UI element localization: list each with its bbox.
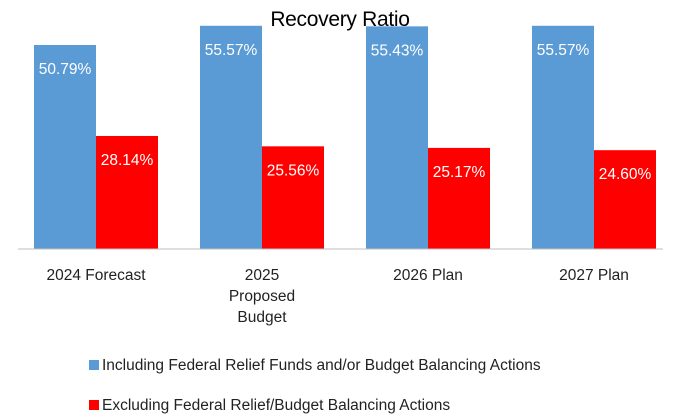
legend-swatch-red xyxy=(89,400,99,410)
legend-label-excluding: Excluding Federal Relief/Budget Balancin… xyxy=(102,397,451,414)
bar-including-2026-plan xyxy=(366,26,428,249)
data-label-including-2024-forecast: 50.79% xyxy=(39,61,92,78)
bar-excluding-2025-proposed-budget xyxy=(262,146,324,249)
legend-item-including: Including Federal Relief Funds and/or Bu… xyxy=(89,357,541,375)
chart-title: Recovery Ratio xyxy=(270,8,410,31)
data-label-excluding-2027-plan: 24.60% xyxy=(599,166,652,183)
category-label-2026-plan: 2026 Plan xyxy=(393,267,463,284)
category-labels: 2024 Forecast 2025 Proposed Budget 2026 Plan… xyxy=(46,267,628,326)
data-label-excluding-2026-plan: 25.17% xyxy=(433,164,486,181)
bar-excluding-2024-forecast xyxy=(96,135,158,249)
bar-chart: 50.79% 28.14% 55.57% 25.56% 55.43% 25.17% 55.5… xyxy=(18,25,663,326)
data-label-excluding-2025-proposed-budget: 25.56% xyxy=(267,162,320,179)
category-label-2024-forecast: 2024 Forecast xyxy=(46,267,146,284)
data-label-excluding-2024-forecast: 28.14% xyxy=(101,152,154,169)
data-label-including-2025-proposed-budget: 55.57% xyxy=(205,42,258,59)
bar-excluding-2026-plan xyxy=(428,147,490,249)
category-label-2027-plan: 2027 Plan xyxy=(559,267,629,284)
legend-label-including: Including Federal Relief Funds and/or Bu… xyxy=(102,357,541,374)
bar-including-2024-forecast xyxy=(34,44,96,249)
bar-including-2025-proposed-budget xyxy=(200,25,262,249)
data-label-including-2026-plan: 55.43% xyxy=(371,42,424,59)
data-label-including-2027-plan: 55.57% xyxy=(537,42,590,59)
legend-item-excluding: Excluding Federal Relief/Budget Balancin… xyxy=(89,397,450,415)
bar-excluding-2027-plan xyxy=(594,150,656,249)
category-label-2025-proposed-budget: 2025 Proposed Budget xyxy=(229,267,295,326)
bars-layer: 50.79% 28.14% 55.57% 25.56% 55.43% 25.17% 55.5… xyxy=(34,25,656,249)
bar-including-2027-plan xyxy=(532,25,594,249)
legend-swatch-blue xyxy=(89,360,99,370)
